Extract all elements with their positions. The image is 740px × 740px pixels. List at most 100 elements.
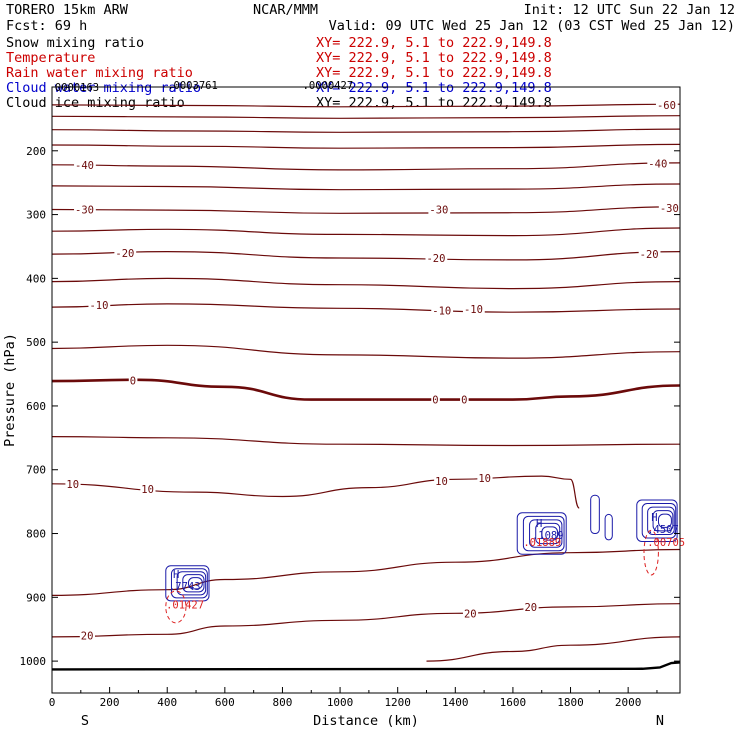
isotherm-label-bg xyxy=(460,393,469,406)
isotherm-label: -30 xyxy=(660,203,679,215)
y-tick-label: 400 xyxy=(26,272,46,285)
rain-max-value: .01889 xyxy=(523,537,561,549)
cloud-water-contour xyxy=(165,565,210,602)
x-tick-label: 1800 xyxy=(557,696,584,709)
isotherm-10 xyxy=(51,475,580,509)
cloud-water-contour xyxy=(535,522,561,545)
isotherm-label: -10 xyxy=(432,305,451,317)
cloud-ice-value: 0000163 xyxy=(55,82,99,94)
isotherm-minus5 xyxy=(51,344,681,359)
isotherm-minus50 xyxy=(51,128,681,133)
init-time: Init: 12 UTC Sun 22 Jan 12 xyxy=(524,2,735,18)
isotherm-label-bg xyxy=(428,203,451,216)
isotherm-minus45 xyxy=(51,143,681,149)
isotherm-label: -10 xyxy=(464,304,483,316)
isotherm-label: 10 xyxy=(478,473,491,485)
isotherm-label: 20 xyxy=(464,608,477,620)
cloud-water-contour xyxy=(522,515,565,552)
isotherm-label: 10 xyxy=(141,484,154,496)
isotherm-20 xyxy=(51,603,681,638)
cloud-ice-value: .0003761 xyxy=(167,80,218,92)
y-tick-label: 900 xyxy=(26,591,46,604)
cloud-water-contour xyxy=(541,526,559,541)
cloud-water-contour xyxy=(647,506,675,535)
cloud-water-contour xyxy=(529,519,563,548)
isotherm-label-bg xyxy=(79,629,96,642)
cloud-water-contour xyxy=(652,510,674,532)
isotherm-label: -20 xyxy=(426,253,445,265)
isotherm-label-bg xyxy=(114,246,137,259)
isotherm-label-bg xyxy=(462,607,479,620)
isotherm-minus25 xyxy=(51,227,681,237)
y-tick-label: 200 xyxy=(26,145,46,158)
isotherm-minus40 xyxy=(51,162,681,171)
cloud-water-contour xyxy=(658,513,672,528)
cloud-water-contour xyxy=(170,568,208,599)
isotherm-label-bg xyxy=(431,304,454,317)
cloud-water-max-marker: H xyxy=(173,569,179,581)
cloud-water-max-value: .7743 xyxy=(169,581,201,593)
rain-contour xyxy=(643,529,659,576)
rain-max-value: .01427 xyxy=(166,600,204,612)
isotherm-minus10 xyxy=(51,303,681,313)
isotherm-label-bg xyxy=(74,203,96,216)
isotherm-label: -20 xyxy=(640,249,659,261)
x-tick-label: 800 xyxy=(273,696,293,709)
cloud-water-contour xyxy=(604,513,613,541)
x-tick-label: 1600 xyxy=(500,696,527,709)
isotherm-label-bg xyxy=(462,302,485,315)
cloud-water-contour xyxy=(641,503,677,539)
y-tick-label: 300 xyxy=(26,209,46,222)
isotherm-label-bg xyxy=(128,374,138,387)
y-axis-label: Pressure (hPa) xyxy=(2,333,18,447)
x-tick-label: 600 xyxy=(215,696,235,709)
isotherm-label: 0 xyxy=(432,395,438,407)
isotherm-5 xyxy=(51,436,681,447)
cloud-water-max-marker: H xyxy=(651,512,657,524)
rain-max-value: .00705 xyxy=(647,537,685,549)
cloud-water-max-value: .4507 xyxy=(647,524,679,536)
legend-label: Cloud ice mixing ratio xyxy=(6,95,185,111)
isotherm-label-bg xyxy=(88,299,111,312)
isotherm-label: -30 xyxy=(75,204,94,216)
x-tick-label: 400 xyxy=(157,696,177,709)
legend-label: Cloud water mixing ratio xyxy=(6,80,201,96)
isotherm-label: 20 xyxy=(81,631,94,643)
y-tick-label: 600 xyxy=(26,400,46,413)
forecast-hour: Fcst: 69 h xyxy=(6,18,87,34)
x-tick-label: 0 xyxy=(49,696,56,709)
legend-label: Rain water mixing ratio xyxy=(6,65,193,81)
isotherm-25 xyxy=(426,636,681,662)
legend-label: Temperature xyxy=(6,50,95,66)
cloud-water-max-value: .1089 xyxy=(532,530,564,542)
isotherm-label: -40 xyxy=(648,159,667,171)
isotherm-label-bg xyxy=(140,482,156,495)
isotherm-minus55 xyxy=(51,115,681,119)
isotherm-label-bg xyxy=(431,393,440,406)
legend-xy: XY= 222.9, 5.1 to 222.9,149.8 xyxy=(316,80,552,96)
isotherm-minus15 xyxy=(51,277,681,290)
valid-time: Valid: 09 UTC Wed 25 Jan 12 (03 CST Wed … xyxy=(329,18,735,34)
isotherm-minus20 xyxy=(51,250,681,261)
x-tick-label: 2000 xyxy=(615,696,642,709)
isotherm-label: 10 xyxy=(435,476,448,488)
isotherm-label-bg xyxy=(425,251,448,264)
center-title: NCAR/MMM xyxy=(253,2,318,18)
cloud-water-contour xyxy=(176,571,207,596)
isotherm-label-bg xyxy=(523,600,539,613)
plot-frame xyxy=(51,86,681,694)
x-tick-label: 1400 xyxy=(442,696,469,709)
plot-area: -60 -40 -40 -30 -30 -30 -20 -20 -20 -10 -10 -10 0 0 0 1… xyxy=(2,80,685,729)
isotherm-label: -10 xyxy=(89,300,108,312)
y-tick-label: 1000 xyxy=(20,655,47,668)
legend-xy: XY= 222.9, 5.1 to 222.9,149.8 xyxy=(316,35,552,51)
y-tick-label: 700 xyxy=(26,464,46,477)
isotherm-15 xyxy=(51,548,681,596)
x-tick-label: 200 xyxy=(100,696,120,709)
isotherm-label: 0 xyxy=(461,395,467,407)
isotherm-label: 20 xyxy=(524,602,537,614)
cloud-water-contour xyxy=(187,577,203,590)
isotherm-label: 10 xyxy=(66,479,79,491)
isotherm-label-bg xyxy=(477,472,493,485)
isotherm-0 xyxy=(51,378,681,401)
